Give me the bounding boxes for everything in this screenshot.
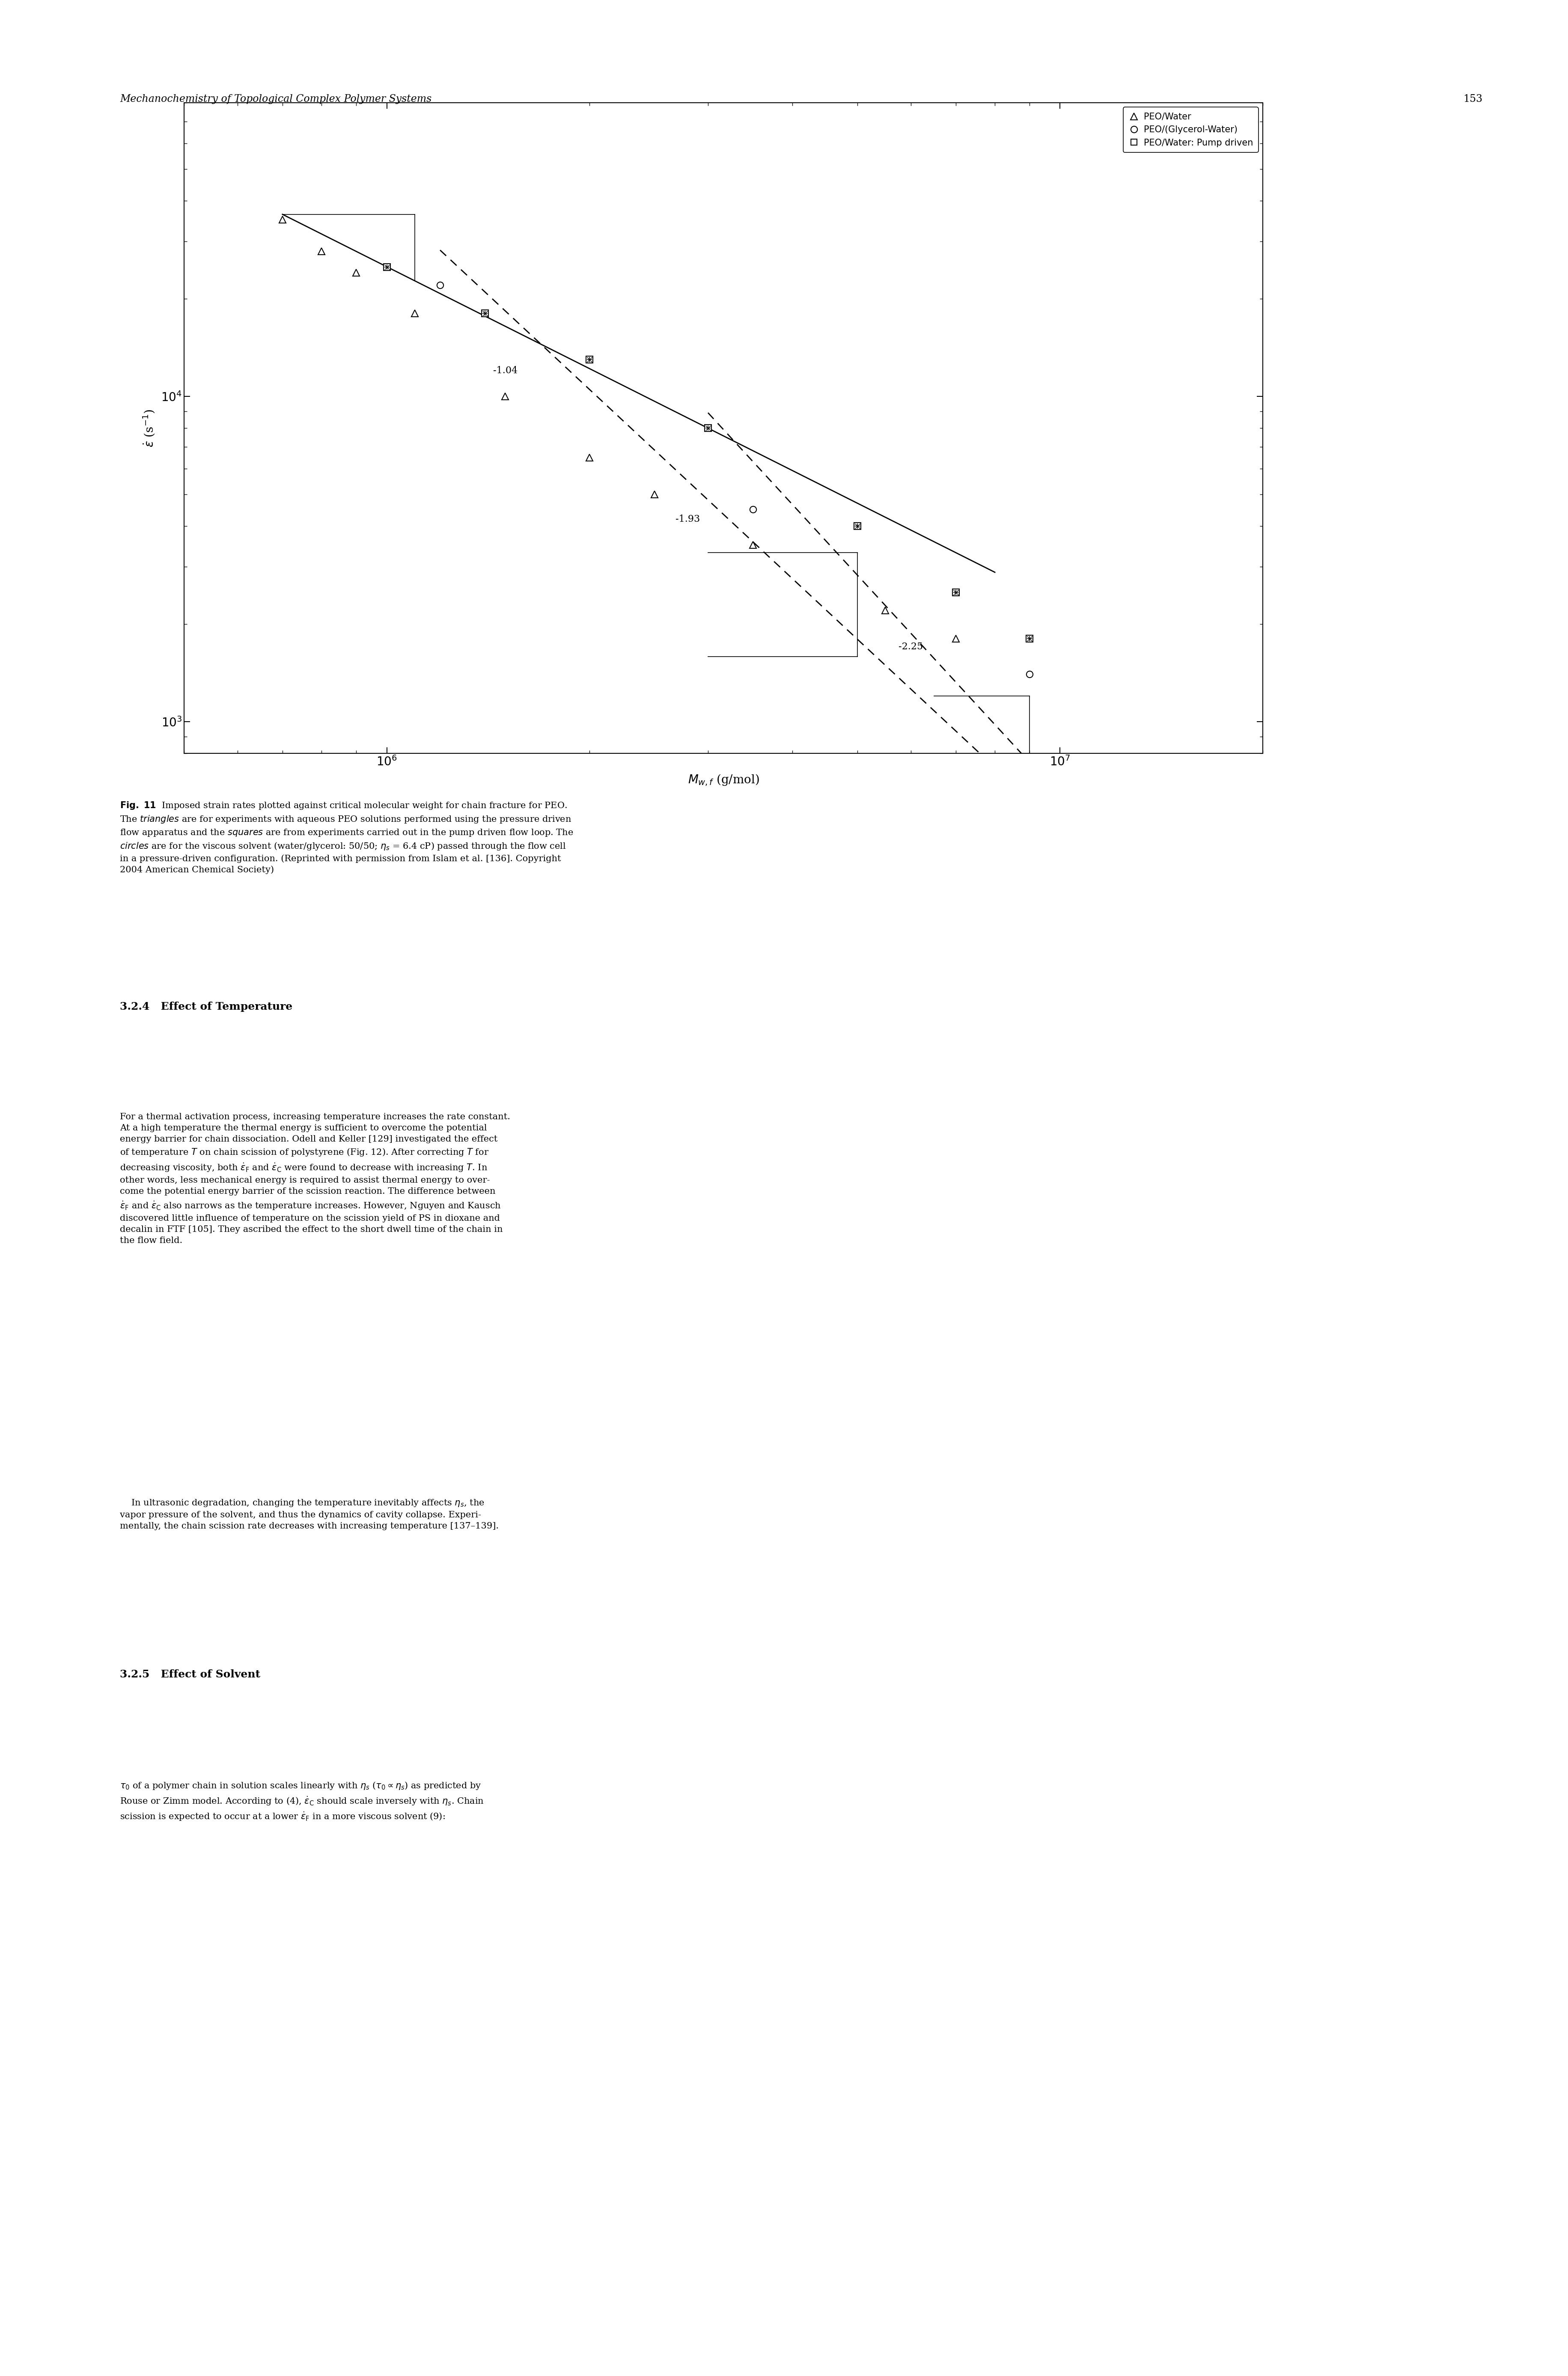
Text: $\tau_0$ of a polymer chain in solution scales linearly with $\eta_s$ ($\tau_0 \: $\tau_0$ of a polymer chain in solution … xyxy=(119,1780,485,1822)
Text: 153: 153 xyxy=(1463,95,1482,105)
Text: Mechanochemistry of Topological Complex Polymer Systems: Mechanochemistry of Topological Complex … xyxy=(119,95,431,105)
Text: In ultrasonic degradation, changing the temperature inevitably affects $\eta_s$,: In ultrasonic degradation, changing the … xyxy=(119,1499,499,1530)
Legend: PEO/Water, PEO/(Glycerol-Water), PEO/Water: Pump driven: PEO/Water, PEO/(Glycerol-Water), PEO/Wat… xyxy=(1123,107,1259,152)
Y-axis label: $\dot{\varepsilon}$ (s$^{-1}$): $\dot{\varepsilon}$ (s$^{-1}$) xyxy=(141,409,157,447)
Text: 3.2.4   Effect of Temperature: 3.2.4 Effect of Temperature xyxy=(119,1003,293,1012)
Text: For a thermal activation process, increasing temperature increases the rate cons: For a thermal activation process, increa… xyxy=(119,1112,510,1245)
Text: -1.93: -1.93 xyxy=(676,513,699,523)
Text: $\mathbf{Fig.\ 11}$  Imposed strain rates plotted against critical molecular wei: $\mathbf{Fig.\ 11}$ Imposed strain rates… xyxy=(119,801,574,874)
Text: -2.25: -2.25 xyxy=(898,642,924,651)
X-axis label: $M_{w,f}$ (g/mol): $M_{w,f}$ (g/mol) xyxy=(688,772,759,786)
Text: 3.2.5   Effect of Solvent: 3.2.5 Effect of Solvent xyxy=(119,1670,260,1680)
Text: -1.04: -1.04 xyxy=(492,366,517,375)
